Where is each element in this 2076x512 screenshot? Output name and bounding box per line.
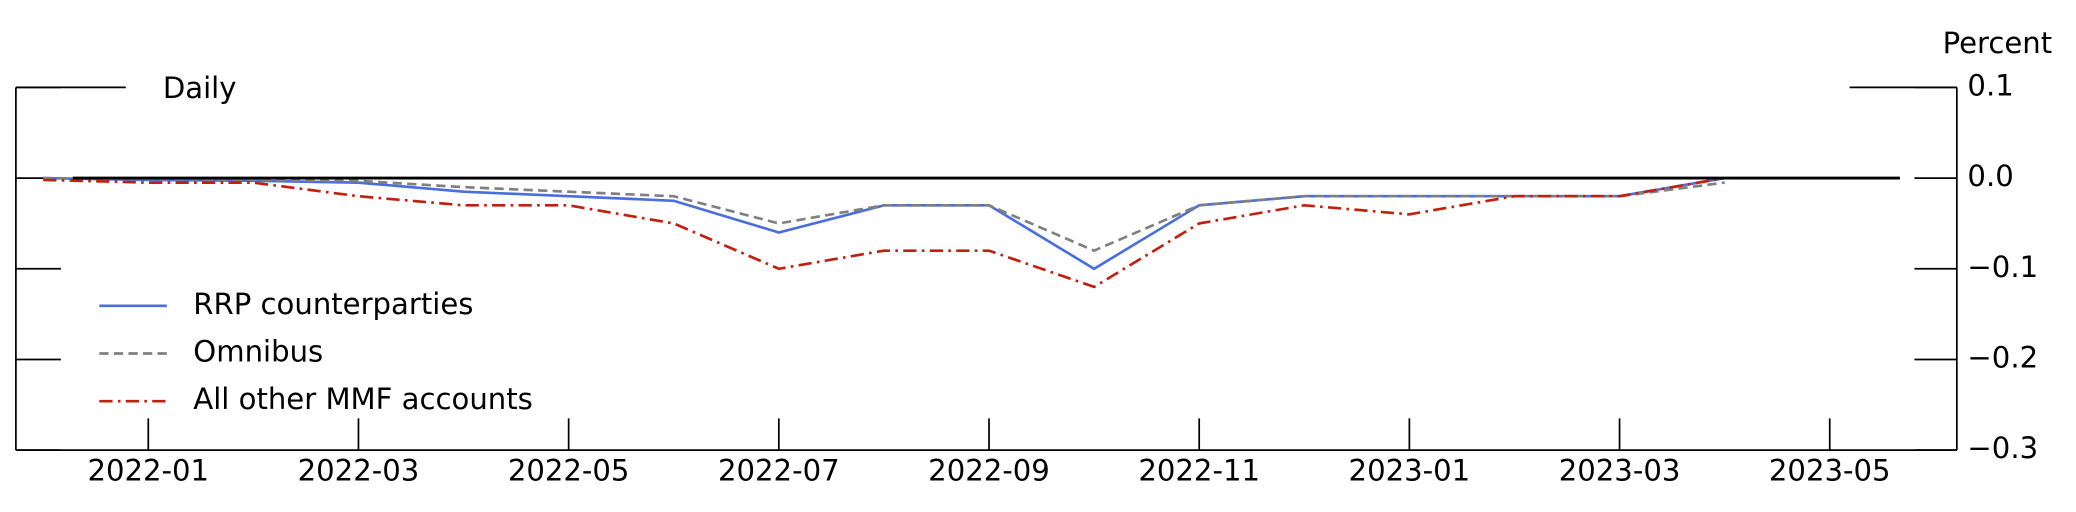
x-tick-label: 2023-01 (1349, 454, 1471, 488)
y-tick-label: −0.3 (1967, 431, 2038, 465)
frequency-label: Daily (163, 71, 237, 105)
y-tick-label: 0.1 (1967, 68, 2013, 102)
x-tick-label: 2022-03 (298, 454, 420, 488)
y-tick-label: −0.2 (1967, 340, 2038, 374)
series-line (43, 176, 1725, 271)
legend-label: RRP counterparties (193, 287, 473, 321)
legend-label: All other MMF accounts (193, 382, 533, 416)
x-tick-label: 2022-07 (718, 454, 840, 488)
x-tick-label: 2023-05 (1769, 454, 1891, 488)
x-tick-label: 2022-05 (508, 454, 630, 488)
series-line (43, 176, 1725, 289)
x-tick-label: 2023-03 (1559, 454, 1681, 488)
series-line (43, 176, 1725, 253)
x-tick-label: 2022-11 (1138, 454, 1260, 488)
y-tick-label: 0.0 (1967, 159, 2013, 193)
x-tick-label: 2022-01 (87, 454, 209, 488)
x-tick-label: 2022-09 (928, 454, 1050, 488)
unit-label: Percent (1943, 26, 2053, 60)
y-tick-label: −0.1 (1967, 250, 2038, 284)
legend-label: Omnibus (193, 335, 323, 369)
